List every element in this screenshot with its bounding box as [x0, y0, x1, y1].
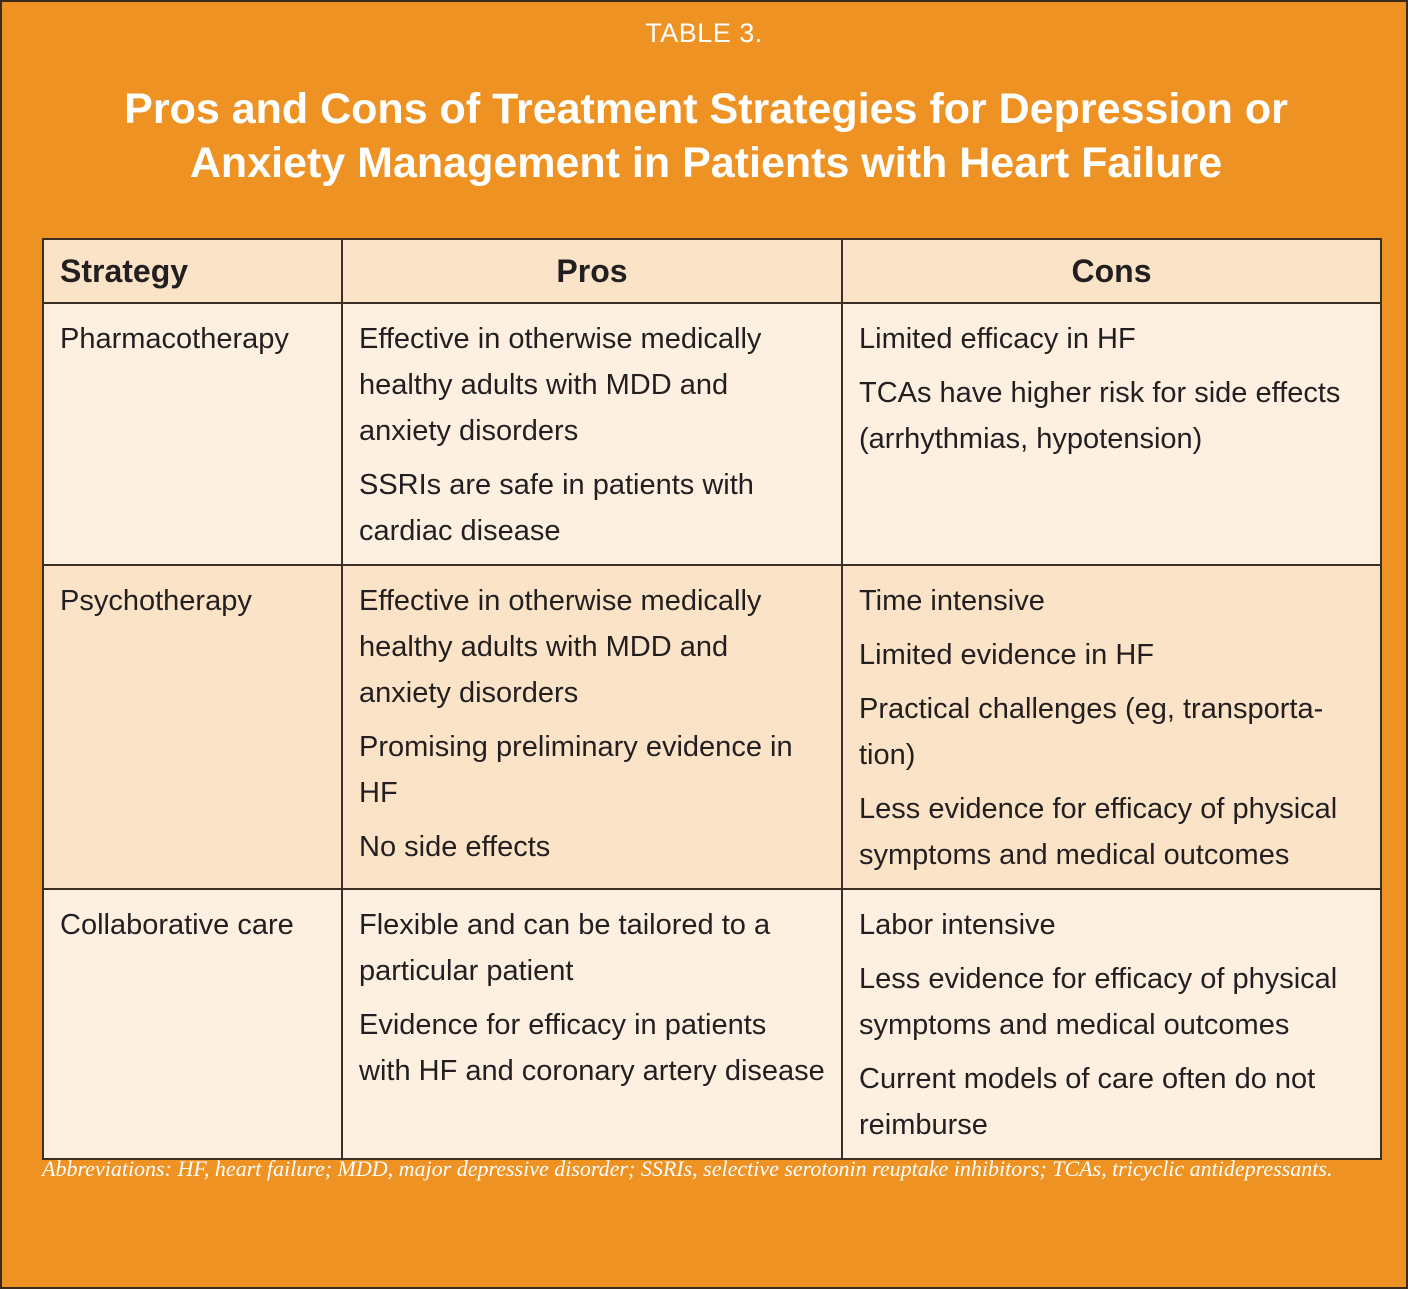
- pros-cell: Effective in otherwise medically healthy…: [341, 302, 843, 566]
- cons-item: Limited efficacy in HF: [859, 323, 1136, 355]
- cons-item: Practical challenges (eg, transporta-tio…: [859, 693, 1324, 771]
- pros-cell: Effective in otherwise medically healthy…: [341, 564, 843, 890]
- header-cons: Cons: [841, 238, 1382, 304]
- header-strategy: Strategy: [42, 238, 343, 304]
- pros-item: Effective in otherwise medically healthy…: [359, 585, 762, 709]
- cons-cell: Labor intensive Less evidence for effica…: [841, 888, 1382, 1160]
- cons-item: Less evidence for efficacy of physical s…: [859, 963, 1338, 1041]
- treatment-table: Strategy Pros Cons Pharmacotherapy Effec…: [42, 238, 1382, 1160]
- cons-item: Labor intensive: [859, 909, 1056, 941]
- pros-item: No side effects: [359, 831, 551, 863]
- header-row: Strategy Pros Cons: [42, 238, 1382, 304]
- pros-item: SSRIs are safe in patients with cardiac …: [359, 469, 754, 547]
- cons-item: Time intensive: [859, 585, 1045, 617]
- cons-item: Current models of care often do not reim…: [859, 1063, 1316, 1141]
- strategy-cell: Collaborative care: [42, 888, 343, 1160]
- pros-item: Effective in otherwise medically healthy…: [359, 323, 762, 447]
- title-line-1: Pros and Cons of Treatment Strategies fo…: [124, 85, 1288, 133]
- pros-item: Promising preliminary evidence in HF: [359, 731, 793, 809]
- table-title: Pros and Cons of Treatment Strategies fo…: [42, 82, 1370, 190]
- cons-item: TCAs have higher risk for side effects (…: [859, 377, 1341, 455]
- pros-item: Flexible and can be tailored to a partic…: [359, 909, 771, 987]
- cons-cell: Limited efficacy in HF TCAs have higher …: [841, 302, 1382, 566]
- cons-item: Less evidence for efficacy of physical s…: [859, 793, 1338, 871]
- strategy-cell: Psychotherapy: [42, 564, 343, 890]
- header-pros: Pros: [341, 238, 843, 304]
- cons-cell: Time intensive Limited evidence in HF Pr…: [841, 564, 1382, 890]
- table-row: Collaborative care Flexible and can be t…: [42, 888, 1382, 1160]
- strategy-cell: Pharmacotherapy: [42, 302, 343, 566]
- abbreviations-footnote: Abbreviations: HF, heart failure; MDD, m…: [42, 1156, 1333, 1181]
- table-row: Psychotherapy Effective in otherwise med…: [42, 564, 1382, 890]
- pros-item: Evidence for efficacy in patients with H…: [359, 1009, 825, 1087]
- pros-cell: Flexible and can be tailored to a partic…: [341, 888, 843, 1160]
- table-row: Pharmacotherapy Effective in otherwise m…: [42, 302, 1382, 566]
- cons-item: Limited evidence in HF: [859, 639, 1154, 671]
- title-line-2: Anxiety Management in Patients with Hear…: [189, 139, 1223, 187]
- table-number: TABLE 3.: [645, 18, 763, 48]
